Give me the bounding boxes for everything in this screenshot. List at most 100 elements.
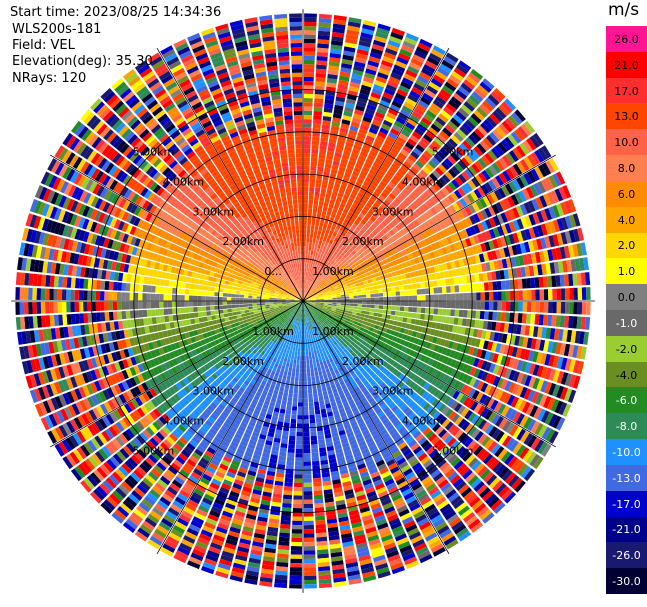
velocity-gate — [493, 291, 498, 301]
velocity-gate — [462, 122, 473, 133]
velocity-gate — [388, 166, 397, 175]
velocity-gate — [354, 279, 360, 284]
velocity-gate — [433, 120, 444, 130]
velocity-gate — [376, 280, 382, 285]
velocity-gate — [441, 174, 451, 184]
velocity-gate — [499, 270, 505, 280]
velocity-gate — [359, 36, 373, 44]
velocity-gate — [303, 51, 316, 56]
velocity-gate — [399, 268, 406, 275]
velocity-gate — [411, 312, 417, 319]
velocity-gate — [291, 414, 297, 420]
velocity-gate — [391, 291, 396, 296]
velocity-gate — [433, 265, 440, 273]
velocity-gate — [317, 549, 329, 555]
velocity-gate — [428, 160, 438, 169]
velocity-gate — [303, 157, 310, 162]
velocity-gate — [467, 283, 472, 292]
velocity-gate — [365, 287, 370, 291]
velocity-gate — [286, 401, 292, 407]
velocity-gate — [470, 319, 476, 328]
velocity-gate — [354, 269, 360, 274]
velocity-gate — [282, 396, 288, 402]
velocity-gate — [316, 174, 323, 180]
velocity-gate — [479, 81, 492, 93]
velocity-gate — [446, 286, 451, 293]
velocity-gate — [469, 215, 477, 225]
velocity-gate — [343, 46, 356, 53]
velocity-gate — [346, 29, 360, 36]
velocity-gate — [374, 297, 380, 301]
velocity-gate — [303, 431, 310, 437]
velocity-gate — [370, 123, 380, 131]
velocity-gate — [332, 274, 338, 279]
velocity-gate — [289, 363, 293, 368]
velocity-gate — [390, 266, 396, 272]
velocity-gate — [303, 360, 307, 365]
velocity-gate — [290, 354, 295, 360]
velocity-gate — [307, 254, 311, 260]
velocity-gate — [431, 195, 440, 204]
velocity-gate — [405, 272, 411, 279]
velocity-gate — [393, 186, 402, 194]
velocity-gate — [436, 279, 442, 287]
velocity-gate — [428, 52, 442, 63]
velocity-gate — [371, 222, 378, 229]
velocity-gate — [303, 178, 309, 183]
velocity-gate — [318, 257, 322, 263]
velocity-gate — [455, 89, 468, 100]
velocity-gate — [324, 284, 329, 289]
velocity-gate — [337, 255, 343, 260]
velocity-gate — [572, 244, 579, 257]
velocity-gate — [558, 186, 568, 200]
velocity-gate — [283, 486, 293, 492]
velocity-gate — [421, 301, 426, 307]
velocity-gate — [518, 301, 523, 312]
velocity-gate — [408, 295, 413, 301]
velocity-gate — [313, 106, 323, 112]
velocity-gate — [515, 243, 523, 255]
velocity-gate — [384, 88, 396, 96]
velocity-gate — [508, 233, 516, 245]
velocity-gate — [303, 212, 308, 217]
velocity-gate — [324, 260, 329, 266]
velocity-gate — [367, 154, 376, 162]
velocity-gate — [303, 355, 306, 361]
velocity-gate — [391, 271, 397, 277]
velocity-gate — [314, 243, 319, 248]
velocity-gate — [306, 241, 309, 247]
velocity-gate — [306, 368, 311, 373]
velocity-gate — [497, 187, 507, 199]
velocity-gate — [303, 482, 312, 488]
velocity-gate — [333, 186, 340, 193]
velocity-gate — [312, 273, 315, 278]
velocity-gate — [321, 288, 326, 292]
velocity-gate — [299, 372, 303, 378]
velocity-gate — [472, 264, 479, 274]
velocity-gate — [303, 76, 314, 82]
velocity-gate — [318, 396, 324, 402]
velocity-gate — [384, 139, 394, 147]
velocity-gate — [369, 215, 377, 223]
velocity-gate — [343, 149, 351, 156]
velocity-gate — [480, 292, 485, 301]
velocity-gate — [341, 298, 346, 301]
velocity-gate — [388, 151, 397, 159]
velocity-gate — [467, 301, 473, 310]
velocity-gate — [491, 177, 501, 189]
velocity-gate — [291, 529, 303, 534]
velocity-gate — [488, 240, 495, 250]
velocity-gate — [515, 177, 525, 189]
velocity-gate — [345, 33, 359, 41]
velocity-gate — [418, 120, 430, 130]
velocity-gate — [388, 229, 396, 236]
velocity-gate — [439, 147, 449, 157]
velocity-gate — [357, 306, 362, 311]
velocity-gate — [377, 313, 383, 318]
velocity-gate — [403, 125, 413, 134]
velocity-gate — [306, 295, 310, 299]
velocity-gate — [409, 134, 420, 144]
velocity-gate — [484, 97, 497, 109]
velocity-gate — [443, 106, 454, 117]
velocity-gate — [323, 283, 328, 288]
